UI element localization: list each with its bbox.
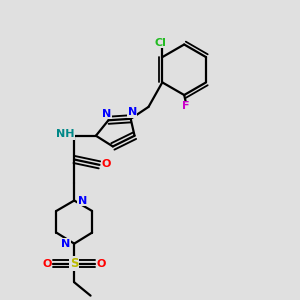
Text: O: O (101, 159, 111, 169)
Text: F: F (182, 101, 189, 111)
Text: N: N (61, 238, 70, 249)
Text: Cl: Cl (155, 38, 167, 48)
Text: N: N (78, 196, 87, 206)
Text: NH: NH (56, 129, 74, 139)
Text: S: S (70, 257, 79, 270)
Text: N: N (102, 109, 112, 119)
Text: N: N (128, 107, 137, 117)
Text: O: O (97, 259, 106, 269)
Text: O: O (42, 259, 52, 269)
